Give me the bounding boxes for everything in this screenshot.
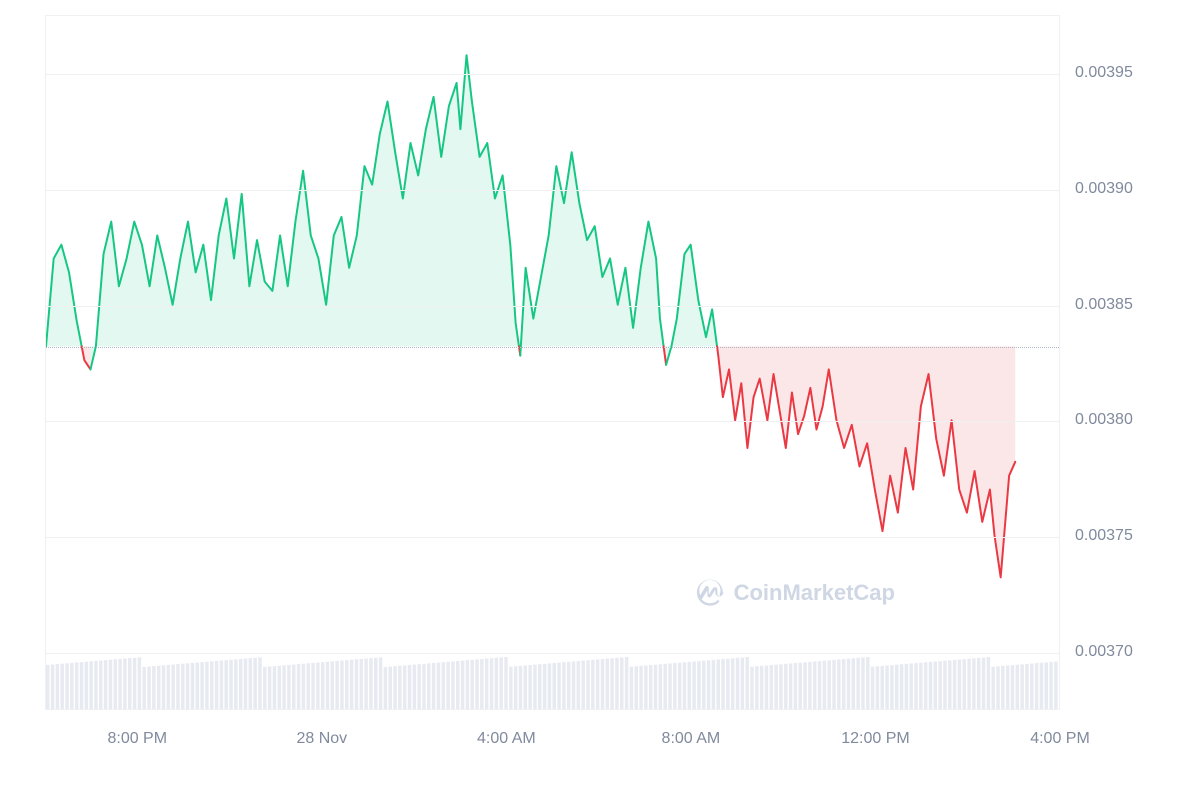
y-axis-label: 0.00370 (1075, 643, 1133, 661)
x-axis-label: 28 Nov (296, 730, 347, 748)
gridline (46, 306, 1059, 307)
price-chart-svg (46, 16, 1059, 709)
y-axis-label: 0.00390 (1075, 180, 1133, 198)
x-axis-label: 8:00 PM (107, 730, 167, 748)
x-axis-label: 8:00 AM (662, 730, 721, 748)
x-axis-label: 4:00 PM (1030, 730, 1090, 748)
watermark-text: CoinMarketCap (734, 580, 895, 606)
gridline (46, 74, 1059, 75)
gridline (46, 190, 1059, 191)
watermark: CoinMarketCap (696, 579, 895, 607)
gridline (46, 653, 1059, 654)
coinmarketcap-icon (696, 579, 724, 607)
x-axis-label: 4:00 AM (477, 730, 536, 748)
y-axis-label: 0.00385 (1075, 296, 1133, 314)
price-chart[interactable]: CoinMarketCap (45, 15, 1060, 710)
y-axis-label: 0.00375 (1075, 527, 1133, 545)
volume-bars (46, 654, 1059, 709)
gridline (46, 537, 1059, 538)
baseline (46, 347, 1059, 348)
y-axis-label: 0.00395 (1075, 64, 1133, 82)
x-axis-label: 12:00 PM (841, 730, 909, 748)
gridline (46, 421, 1059, 422)
y-axis-label: 0.00380 (1075, 411, 1133, 429)
